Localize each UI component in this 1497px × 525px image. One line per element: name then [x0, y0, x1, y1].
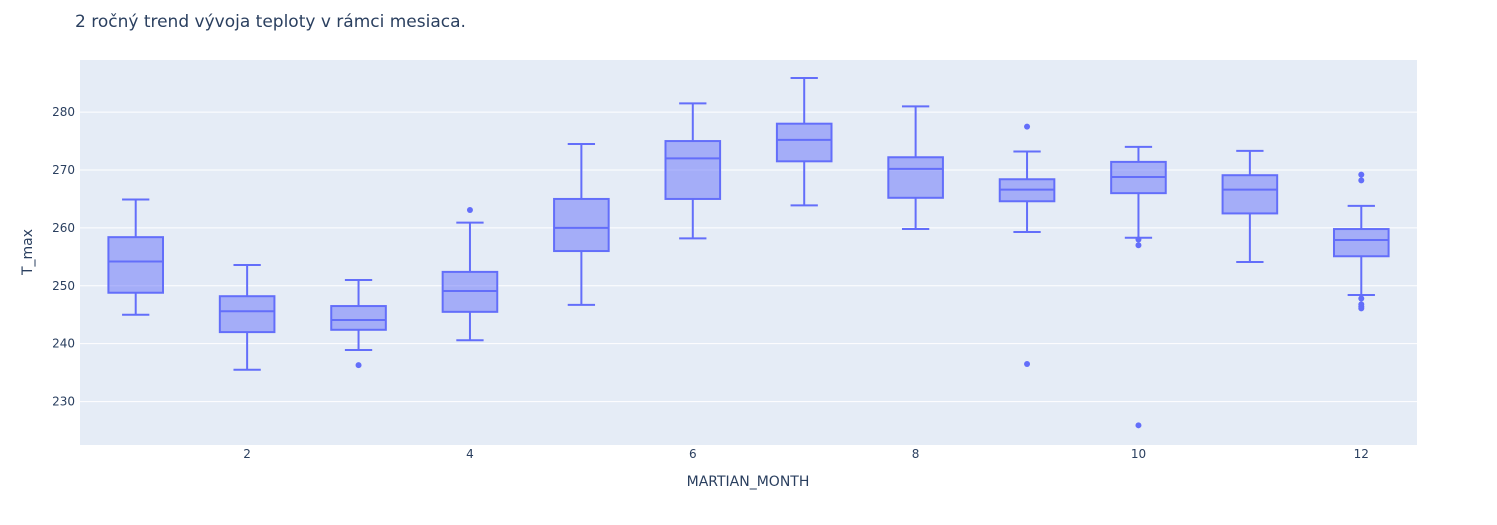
outlier-point — [1358, 295, 1365, 302]
outlier-point — [1135, 422, 1142, 429]
y-tick-label: 260 — [52, 221, 75, 235]
y-tick-label: 270 — [52, 163, 75, 177]
x-tick-label: 4 — [466, 447, 474, 461]
box-month-12 — [1332, 171, 1390, 312]
box-month-6 — [664, 102, 722, 240]
box-month-8 — [887, 105, 944, 231]
box-month-10 — [1110, 145, 1167, 429]
box-month-11 — [1221, 149, 1279, 264]
box-iqr — [887, 156, 944, 199]
box-iqr — [1332, 228, 1390, 258]
chart-title: 2 ročný trend vývoja teploty v rámci mes… — [75, 12, 466, 32]
plot-area — [80, 60, 1417, 445]
y-tick-label: 230 — [52, 395, 75, 409]
box-iqr — [1221, 174, 1279, 215]
outlier-point — [1358, 305, 1365, 312]
outlier-point — [466, 206, 473, 213]
box-month-9 — [998, 123, 1056, 367]
x-tick-label: 12 — [1354, 447, 1369, 461]
outlier-point — [1024, 360, 1031, 367]
x-tick-label: 2 — [243, 447, 251, 461]
x-tick-label: 6 — [689, 447, 697, 461]
y-tick-label: 250 — [52, 279, 75, 293]
outlier-point — [1024, 123, 1031, 130]
box-month-3 — [330, 279, 387, 369]
box-month-4 — [441, 206, 499, 342]
box-series — [107, 76, 1390, 429]
box-iqr — [107, 236, 165, 294]
box-iqr — [553, 197, 610, 253]
outlier-point — [355, 362, 362, 369]
box-month-5 — [553, 142, 610, 306]
x-tick-label: 8 — [912, 447, 920, 461]
y-tick-label: 240 — [52, 337, 75, 351]
outlier-point — [1358, 177, 1365, 184]
box-iqr — [664, 140, 722, 200]
box-month-7 — [775, 76, 833, 207]
box-month-1 — [107, 198, 165, 316]
y-tick-label: 280 — [52, 105, 75, 119]
box-iqr — [775, 122, 833, 163]
x-tick-label: 10 — [1131, 447, 1146, 461]
x-axis-title: MARTIAN_MONTH — [687, 474, 810, 490]
y-axis-ticks: 230 240 250 260 270 280 — [52, 105, 75, 408]
outlier-point — [1358, 171, 1365, 178]
box-iqr — [218, 295, 276, 334]
outlier-point — [1135, 242, 1142, 249]
y-axis-title: T_max — [20, 229, 36, 276]
box-month-2 — [218, 263, 276, 371]
box-iqr — [330, 305, 387, 331]
grid-lines — [80, 111, 1417, 403]
x-axis-ticks: 2 4 6 8 10 12 — [243, 447, 1369, 461]
outlier-point — [1135, 236, 1142, 243]
